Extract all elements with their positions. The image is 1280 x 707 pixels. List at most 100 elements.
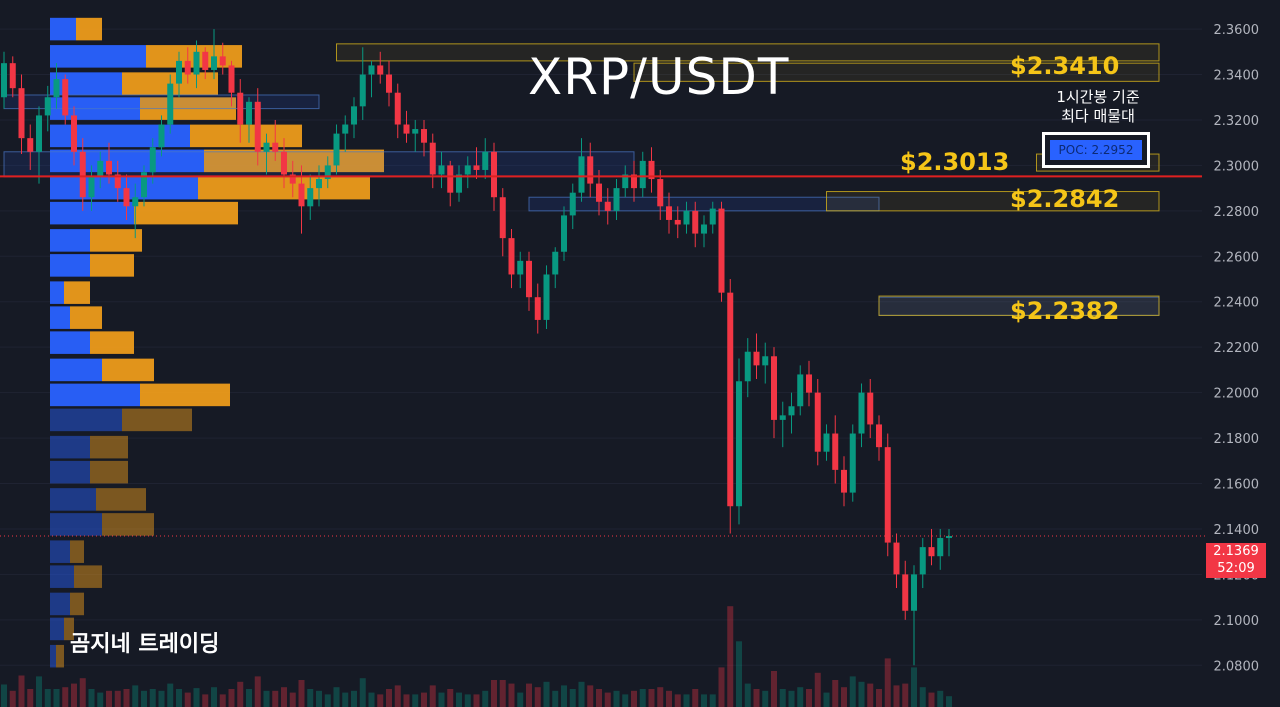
candle <box>167 74 174 134</box>
profile-sell-bar <box>102 513 154 536</box>
candle <box>569 183 576 230</box>
volume-bar <box>324 694 331 707</box>
candle <box>1 51 7 109</box>
candle-body <box>158 124 165 148</box>
volume-bar <box>421 692 427 707</box>
profile-buy-bar <box>50 488 96 511</box>
volume-bar <box>9 690 16 707</box>
profile-sell-bar <box>90 460 128 484</box>
candle <box>508 229 515 289</box>
candle-body <box>36 115 42 152</box>
volume-bar <box>263 690 270 707</box>
candle-body <box>561 215 567 252</box>
volume-bar <box>27 689 34 707</box>
volume-bar <box>946 696 952 707</box>
volume-bar <box>359 678 366 707</box>
y-tick-label: 2.3200 <box>1214 114 1260 129</box>
volume-bar <box>622 694 629 707</box>
volume-bar <box>841 687 847 707</box>
candle-body <box>9 63 16 89</box>
volume-bar <box>106 690 112 707</box>
y-tick-label: 2.3000 <box>1214 159 1260 174</box>
candle-body <box>692 210 699 234</box>
volume-bar <box>246 689 252 707</box>
candle <box>709 201 716 234</box>
candle-body <box>718 208 725 293</box>
candle <box>254 88 261 166</box>
volume-bar <box>674 694 681 707</box>
profile-sell-bar <box>64 617 74 641</box>
volume-bar <box>114 690 121 707</box>
candle <box>97 151 104 189</box>
level-label-2-2842: $2.2842 <box>1010 185 1120 213</box>
volume-bar <box>937 690 944 707</box>
volume-bar <box>718 667 725 707</box>
candle <box>657 169 664 220</box>
candle-body <box>18 88 25 139</box>
candle-body <box>114 174 121 189</box>
volume-bar <box>876 689 882 707</box>
current-price-tag: 2.1369 52:09 <box>1206 543 1266 578</box>
candle-body <box>307 188 314 207</box>
volume-bar <box>491 680 497 707</box>
profile-buy-bar <box>50 513 102 536</box>
volume-bar <box>36 676 42 707</box>
candle-body <box>149 147 156 173</box>
candle <box>526 251 532 311</box>
volume-bar <box>219 694 226 707</box>
profile-buy-bar <box>50 331 90 354</box>
volume-bar <box>368 692 375 707</box>
candle <box>351 97 357 139</box>
y-tick-label: 2.1400 <box>1214 523 1260 538</box>
candle-body <box>123 188 130 207</box>
volume-bar <box>158 690 165 707</box>
y-tick-label: 2.2400 <box>1214 296 1260 311</box>
candle-body <box>71 115 77 152</box>
candle-body <box>263 142 270 152</box>
profile-buy-bar <box>50 565 74 588</box>
candle-body <box>316 179 322 189</box>
profile-sell-bar <box>70 540 84 563</box>
candle-body <box>823 433 830 452</box>
candle-body <box>464 165 471 175</box>
volume-bar <box>552 690 559 707</box>
resistance-zone <box>878 295 1160 316</box>
candle <box>36 106 42 184</box>
volume-bar <box>534 687 541 707</box>
candle-body <box>193 51 200 75</box>
profile-buy-bar <box>50 540 70 563</box>
candle <box>377 51 384 84</box>
price-axis[interactable]: 2.3600 2.3400 2.3200 2.3000 2.2800 2.2600 2.24… <box>1214 23 1260 674</box>
candle-body <box>132 197 139 207</box>
candle <box>596 169 602 216</box>
candle-body <box>902 574 909 611</box>
candle-body <box>482 151 489 170</box>
volume-bar <box>499 680 506 707</box>
candle-body <box>141 172 147 198</box>
candle <box>867 378 874 439</box>
candle-body <box>526 260 532 298</box>
candle-body <box>351 106 357 125</box>
volume-bar <box>202 694 209 707</box>
volume-bar <box>709 694 716 707</box>
candle <box>62 74 69 125</box>
volume-bar <box>44 689 51 707</box>
y-tick-label: 2.2000 <box>1214 387 1260 402</box>
volume-bar <box>438 692 445 707</box>
candle-body <box>911 574 917 611</box>
candle-body <box>184 60 191 75</box>
profile-sell-bar <box>76 17 102 41</box>
candle <box>701 215 707 248</box>
profile-sell-bar <box>122 408 192 432</box>
candle <box>727 279 734 534</box>
candle-body <box>604 201 611 211</box>
candle-body <box>753 351 760 366</box>
volume-bar <box>701 694 707 707</box>
candle-body <box>569 192 576 216</box>
candle <box>806 360 812 407</box>
candle-body <box>622 174 629 189</box>
candle <box>736 358 742 525</box>
candle-body <box>596 183 602 202</box>
